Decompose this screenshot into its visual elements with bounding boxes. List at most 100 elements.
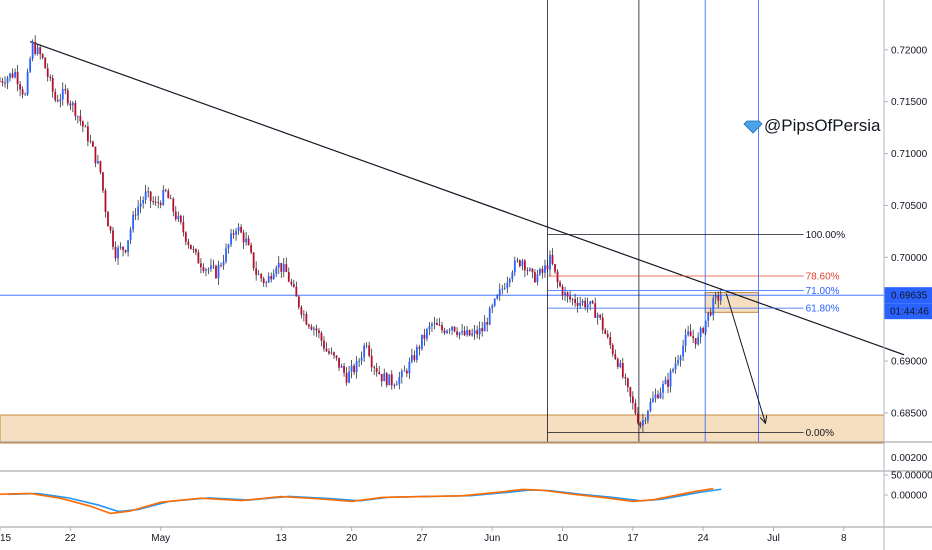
candle-body-78 [194, 249, 197, 253]
candle-body-52 [129, 229, 132, 241]
candle-body-283 [709, 312, 712, 316]
candle-body-167 [418, 346, 421, 349]
candle-body-80 [200, 263, 202, 268]
candle-body-282 [707, 312, 710, 321]
candle-body-8 [19, 84, 21, 90]
candle-body-24 [59, 99, 62, 102]
candle-body-277 [694, 338, 697, 345]
candle-body-285 [714, 295, 717, 299]
candle-body-174 [436, 322, 438, 326]
candle-body-211 [528, 268, 531, 271]
candle-body-62 [154, 202, 157, 203]
candle-body-172 [431, 323, 433, 327]
candle-body-127 [318, 330, 320, 333]
candle-body-237 [594, 303, 597, 318]
candle-body-12 [29, 58, 32, 72]
candle-body-155 [388, 374, 391, 386]
candle-body-195 [488, 308, 491, 325]
countdown-label: 01:44:46 [890, 307, 929, 318]
candle-body-228 [571, 299, 574, 300]
candle-body-39 [97, 160, 99, 164]
candle-body-81 [202, 267, 205, 271]
candle-body-153 [383, 373, 386, 382]
candle-body-2 [4, 82, 6, 84]
candle-body-231 [579, 302, 582, 306]
candle-body-66 [164, 189, 167, 191]
candle-body-98 [245, 238, 248, 243]
candle-body-36 [89, 141, 92, 143]
candle-body-187 [468, 330, 471, 336]
time-tick-label-10: Jul [767, 533, 780, 544]
candle-body-124 [310, 326, 313, 330]
candle-body-28 [69, 103, 72, 106]
candle-body-287 [719, 295, 722, 301]
candle-body-274 [687, 331, 690, 335]
candle-body-44 [109, 226, 112, 231]
candle-body-138 [345, 372, 348, 383]
candle-body-169 [423, 334, 426, 339]
fib-level-label-1: 78.60% [806, 271, 840, 282]
candle-body-23 [56, 100, 59, 102]
watermark: @PipsOfPersia [743, 116, 881, 135]
time-tick-label-0: 15 [0, 533, 12, 544]
candle-body-209 [523, 260, 526, 271]
candle-body-40 [99, 160, 102, 173]
candle-body-100 [250, 245, 253, 253]
candle-body-212 [531, 268, 534, 273]
candle-body-151 [378, 372, 381, 375]
candle-body-75 [187, 241, 190, 245]
candle-body-150 [375, 368, 378, 373]
candle-body-56 [139, 203, 142, 207]
candle-body-223 [559, 282, 561, 287]
candle-body-106 [265, 282, 268, 284]
candle-body-182 [456, 331, 458, 335]
candle-body-136 [340, 366, 343, 368]
candle-body-58 [144, 191, 147, 201]
time-tick-label-3: 13 [276, 533, 288, 544]
time-tick-label-8: 17 [627, 533, 639, 544]
candle-body-19 [46, 68, 49, 77]
candle-body-4 [9, 73, 11, 78]
candle-body-77 [192, 249, 195, 250]
candle-body-64 [159, 203, 162, 205]
candle-body-7 [16, 71, 19, 85]
candle-body-69 [172, 198, 175, 212]
candle-body-133 [333, 352, 335, 356]
candle-body-34 [84, 126, 87, 128]
candle-body-270 [677, 360, 679, 364]
candle-body-219 [549, 254, 551, 270]
time-tick-label-2: May [151, 533, 170, 544]
candle-body-85 [212, 265, 215, 267]
candle-body-217 [544, 265, 546, 273]
candle-body-206 [516, 260, 519, 262]
candle-body-35 [86, 126, 89, 142]
candle-body-279 [699, 328, 702, 337]
candle-body-11 [26, 71, 29, 95]
candle-body-13 [31, 41, 34, 59]
candle-body-67 [167, 190, 170, 199]
price-tick-label-2: 0.71000 [891, 149, 928, 160]
candle-body-108 [270, 276, 273, 280]
candle-body-245 [614, 353, 617, 359]
candle-body-37 [92, 141, 94, 147]
candle-body-76 [189, 244, 192, 250]
candle-body-61 [152, 200, 155, 203]
candle-body-114 [285, 264, 288, 273]
candle-body-190 [476, 330, 479, 335]
oscillator-pane [0, 487, 722, 515]
candle-body-116 [290, 281, 293, 285]
candle-body-208 [521, 260, 524, 267]
candle-body-227 [569, 296, 571, 300]
candle-body-83 [207, 269, 210, 270]
candle-body-42 [104, 190, 107, 212]
candle-body-204 [511, 272, 514, 280]
candle-body-101 [252, 252, 255, 269]
candle-body-250 [626, 378, 629, 388]
candle-body-109 [272, 273, 275, 280]
candle-body-54 [134, 214, 137, 216]
candle-body-161 [403, 370, 406, 372]
candle-body-162 [405, 370, 408, 374]
price-tick-label-1: 0.71500 [891, 97, 928, 108]
candle-body-120 [300, 307, 303, 315]
candle-body-222 [556, 271, 559, 283]
